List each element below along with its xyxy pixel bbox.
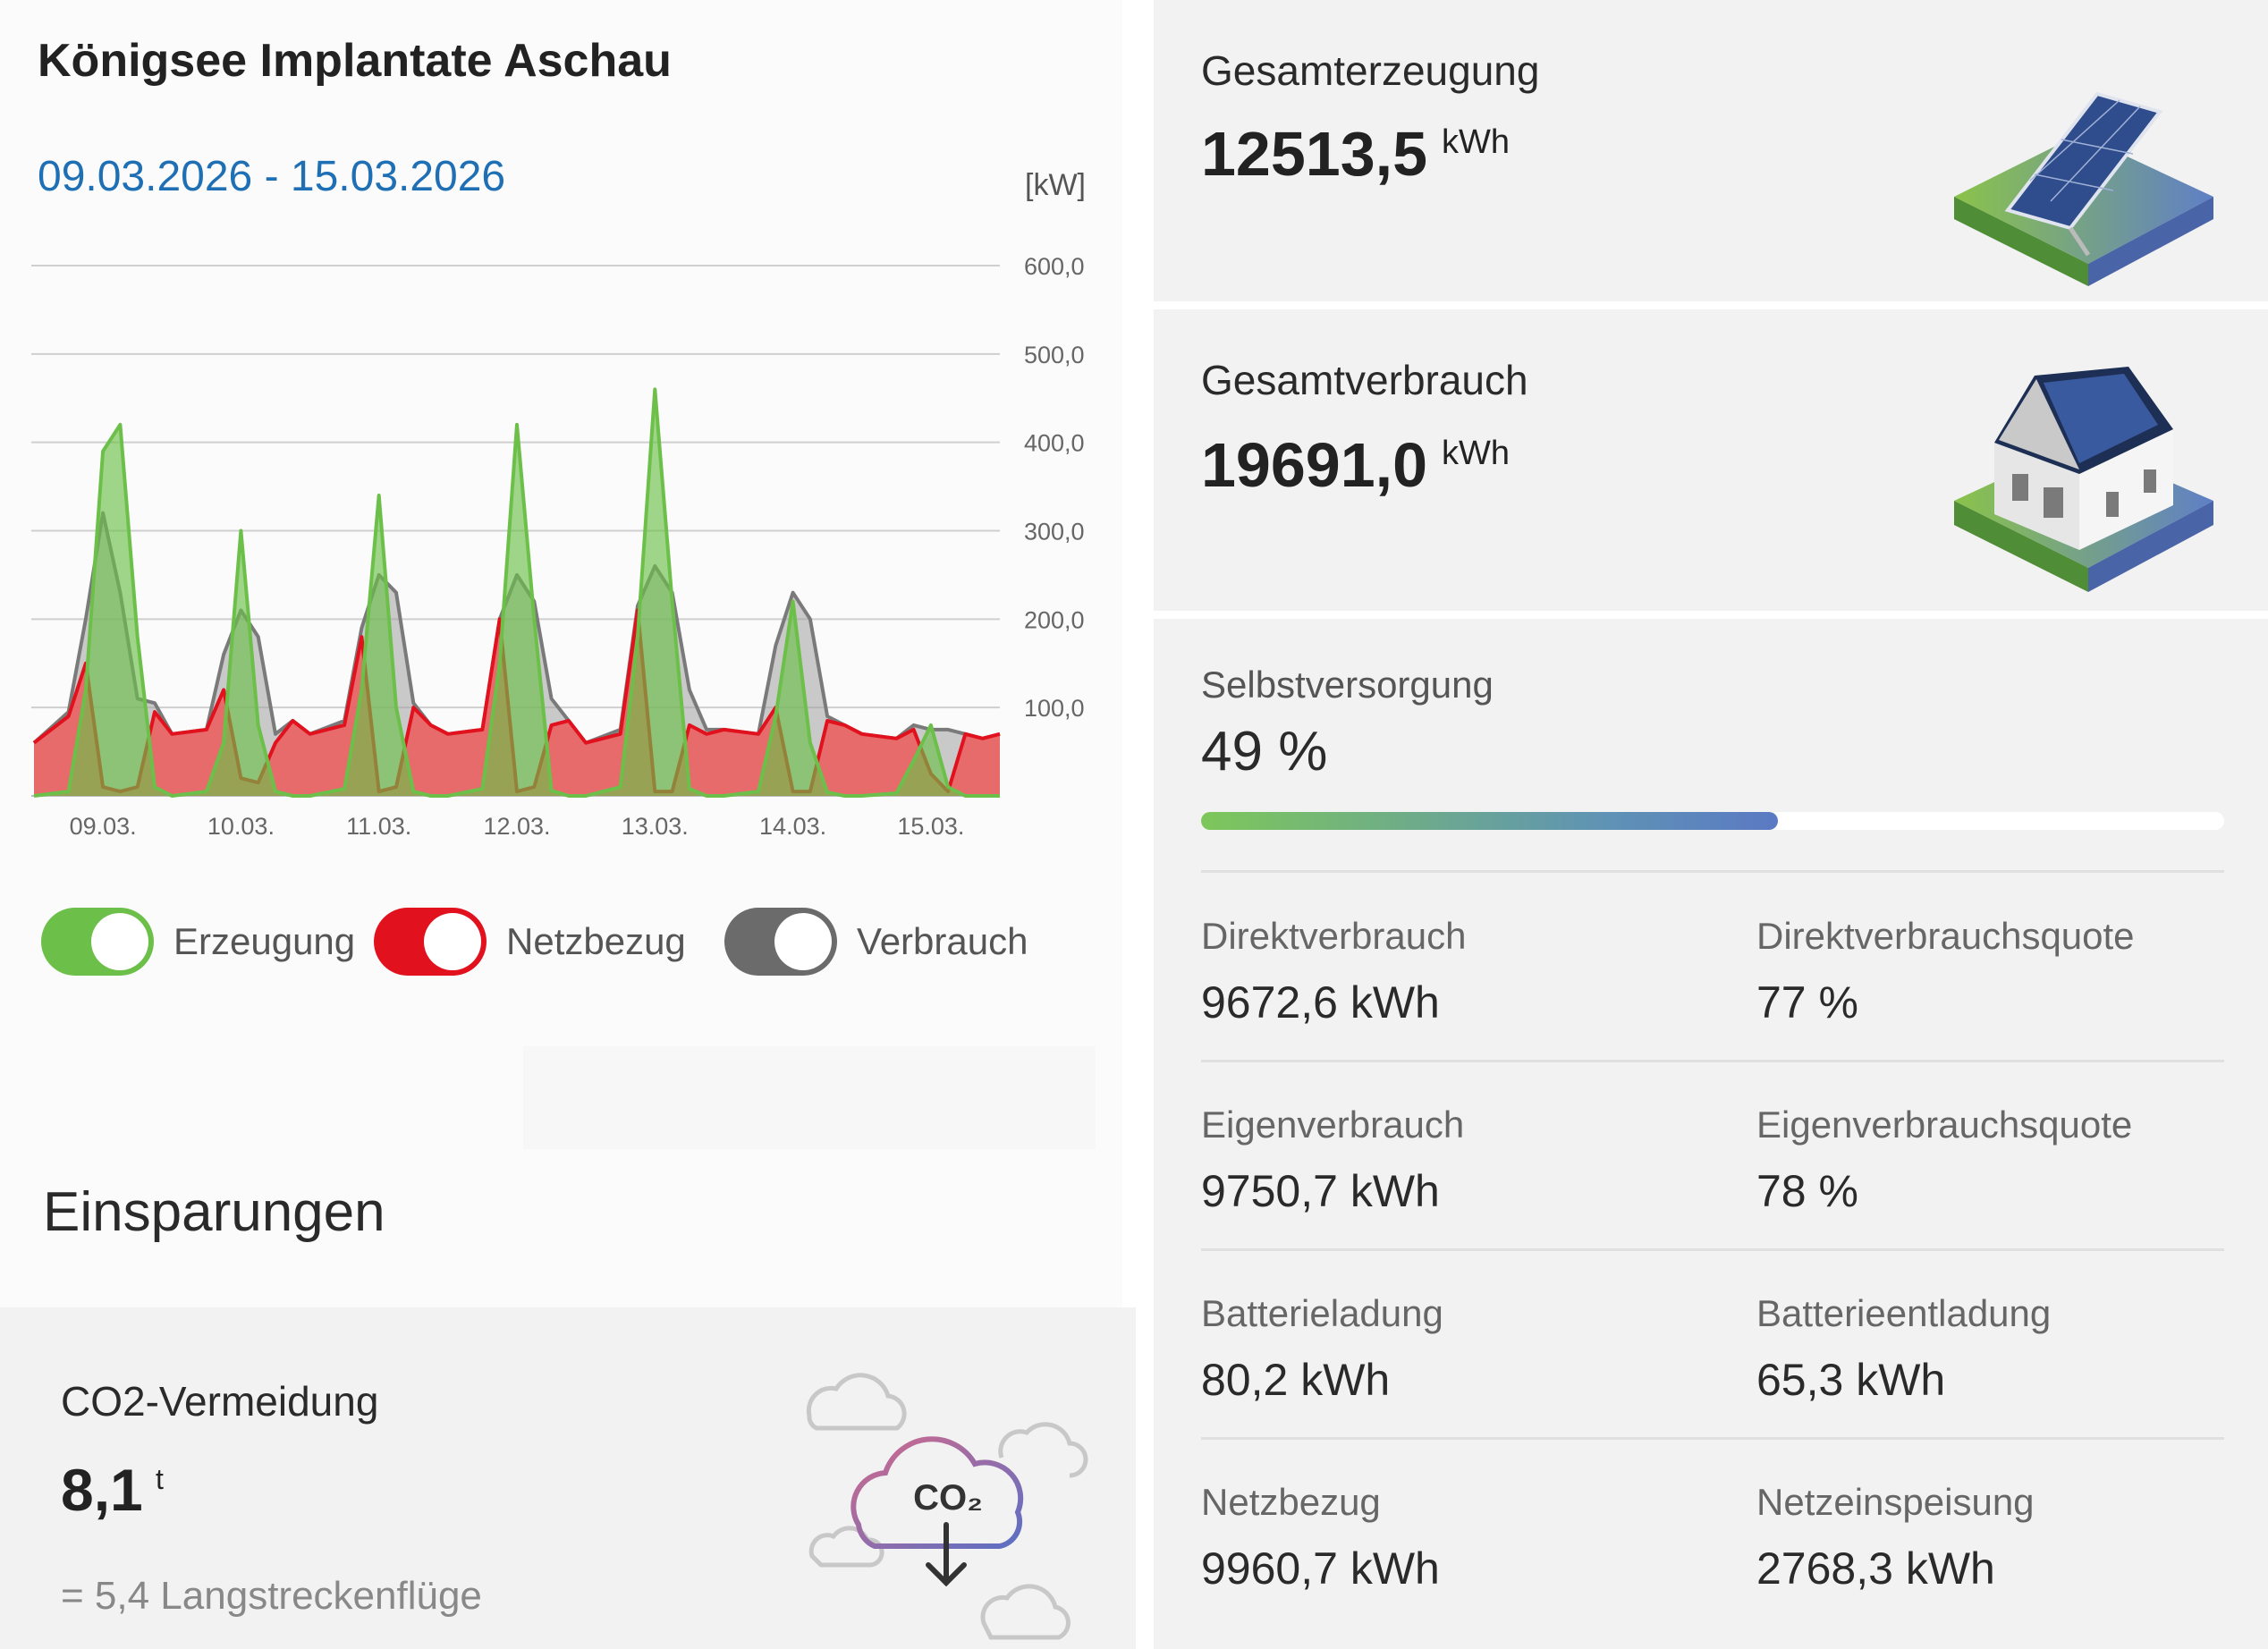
toggle-verbrauch[interactable]: Verbrauch	[724, 906, 1028, 977]
savings-title: Einsparungen	[43, 1181, 385, 1243]
stat-value-batterieentladung: 65,3 kWh	[1756, 1355, 1946, 1405]
divider	[1201, 1248, 2224, 1251]
x-tick-label: 13.03.	[622, 813, 689, 840]
y-tick-label: 600,0	[1024, 253, 1085, 280]
x-tick-label: 12.03.	[483, 813, 550, 840]
stat-label-netzbezug: Netzbezug	[1201, 1481, 1381, 1523]
x-tick-label: 14.03.	[759, 813, 826, 840]
consumption-value: 19691,0	[1201, 430, 1428, 500]
house-icon	[1954, 367, 2213, 592]
co2-cloud-icon: CO₂	[806, 1373, 1088, 1640]
x-axis-ticks: 09.03. 10.03. 11.03. 12.03. 13.03. 14.03. 15.0…	[70, 813, 965, 840]
toggle-erzeugung[interactable]: Erzeugung	[41, 906, 355, 977]
consumption-title: Gesamtverbrauch	[1201, 357, 1528, 403]
toggle-switch-netzbezug[interactable]	[374, 908, 487, 976]
toggle-switch-verbrauch[interactable]	[724, 908, 837, 976]
y-tick-label: 200,0	[1024, 606, 1085, 633]
co2-title: CO2-Vermeidung	[61, 1378, 379, 1425]
generation-unit: kWh	[1442, 123, 1510, 161]
stat-label-eigenverbrauch: Eigenverbrauch	[1201, 1104, 1465, 1146]
series-area-netzbezug	[34, 610, 1000, 796]
co2-card	[0, 1307, 1136, 1649]
y-tick-label: 100,0	[1024, 695, 1085, 722]
stat-label-netzeinspeisung: Netzeinspeisung	[1756, 1481, 2035, 1523]
toggle-switch-erzeugung[interactable]	[41, 908, 154, 976]
co2-value: 8,1	[61, 1457, 143, 1523]
toggle-label-erzeugung: Erzeugung	[173, 920, 356, 962]
x-tick-label: 09.03.	[70, 813, 137, 840]
consumption-unit: kWh	[1442, 435, 1510, 472]
stat-value-eigenverbrauch: 9750,7 kWh	[1201, 1166, 1440, 1216]
stat-value-netzeinspeisung: 2768,3 kWh	[1756, 1543, 1995, 1594]
stat-value-batterieladung: 80,2 kWh	[1201, 1355, 1391, 1405]
chart-series	[32, 387, 1001, 798]
self-supply-bar-fill	[1201, 812, 1778, 830]
y-tick-label: 300,0	[1024, 519, 1085, 545]
y-tick-label: 500,0	[1024, 342, 1085, 368]
date-range[interactable]: 09.03.2026 - 15.03.2026	[38, 153, 506, 200]
solar-panel-icon	[1954, 91, 2213, 286]
stat-value-netzbezug: 9960,7 kWh	[1201, 1543, 1440, 1594]
stat-label-batterieladung: Batterieladung	[1201, 1292, 1443, 1334]
generation-title: Gesamterzeugung	[1201, 47, 1540, 94]
y-axis-ticks: 600,0 500,0 400,0 300,0 200,0 100,0	[1024, 253, 1085, 722]
stats-card	[1154, 619, 2268, 1649]
power-chart: 600,0 500,0 400,0 300,0 200,0 100,0 09.03. 10.…	[31, 253, 1085, 840]
stat-label-direktverbrauchsquote: Direktverbrauchsquote	[1756, 915, 2135, 957]
toggle-label-verbrauch: Verbrauch	[857, 920, 1028, 962]
x-tick-label: 15.03.	[897, 813, 964, 840]
y-axis-unit: [kW]	[1025, 168, 1086, 202]
x-tick-label: 10.03.	[207, 813, 275, 840]
divider	[1201, 1437, 2224, 1440]
stat-value-direktverbrauchsquote: 77 %	[1756, 977, 1858, 1027]
co2-unit: t	[156, 1463, 164, 1495]
y-tick-label: 400,0	[1024, 430, 1085, 457]
series-line-erzeugung	[33, 387, 1000, 798]
plant-title: Königsee Implantate Aschau	[38, 35, 672, 87]
stat-label-batterieentladung: Batterieentladung	[1756, 1292, 2052, 1334]
self-supply-title: Selbstversorgung	[1201, 664, 1494, 706]
co2-icon-text: CO₂	[913, 1478, 983, 1518]
empty-panel	[523, 1046, 1096, 1149]
stat-value-direktverbrauch: 9672,6 kWh	[1201, 977, 1440, 1027]
divider	[1201, 1060, 2224, 1062]
series-area-erzeugung	[34, 389, 1000, 796]
stat-label-eigenverbrauchsquote: Eigenverbrauchsquote	[1756, 1104, 2133, 1146]
x-tick-label: 11.03.	[346, 813, 411, 840]
stat-label-direktverbrauch: Direktverbrauch	[1201, 915, 1467, 957]
divider	[1201, 870, 2224, 873]
toggle-label-netzbezug: Netzbezug	[506, 920, 686, 962]
stat-value-eigenverbrauchsquote: 78 %	[1756, 1166, 1858, 1216]
co2-equivalent: = 5,4 Langstreckenflüge	[61, 1574, 482, 1618]
toggle-netzbezug[interactable]: Netzbezug	[374, 906, 686, 977]
self-supply-value: 49 %	[1201, 721, 1328, 782]
generation-value: 12513,5	[1201, 119, 1428, 189]
